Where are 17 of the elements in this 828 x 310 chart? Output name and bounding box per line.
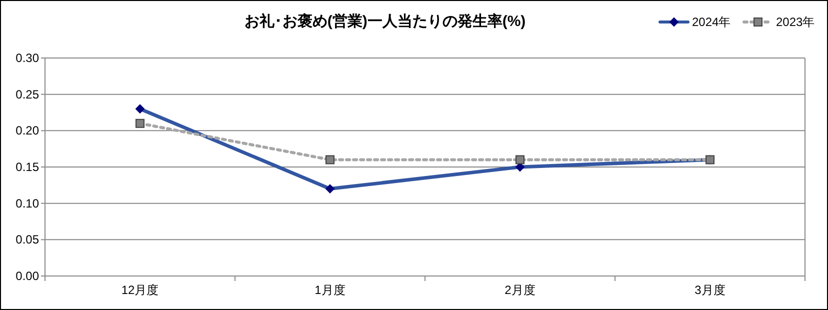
y-tick-label: 0.20 <box>16 124 40 138</box>
x-tick-label: 3月度 <box>694 283 726 297</box>
x-tick-label: 2月度 <box>504 283 536 297</box>
chart-title: お礼･お褒め(営業)一人当たりの発生率(%) <box>244 12 526 30</box>
point <box>136 118 144 128</box>
y-tick-label: 0.30 <box>16 51 40 65</box>
legend-label: 2023年 <box>776 15 815 29</box>
y-tick-label: 0.00 <box>16 269 40 283</box>
legend-label: 2024年 <box>692 15 731 29</box>
y-tick-label: 0.05 <box>16 232 40 247</box>
point <box>326 155 334 164</box>
x-tick-label: 12月度 <box>121 283 159 297</box>
x-tick-label: 1月度 <box>314 283 346 297</box>
point <box>516 155 524 164</box>
y-tick-label: 0.25 <box>16 87 40 102</box>
y-tick-label: 0.15 <box>16 160 40 174</box>
y-tick-label: 0.10 <box>16 196 40 210</box>
